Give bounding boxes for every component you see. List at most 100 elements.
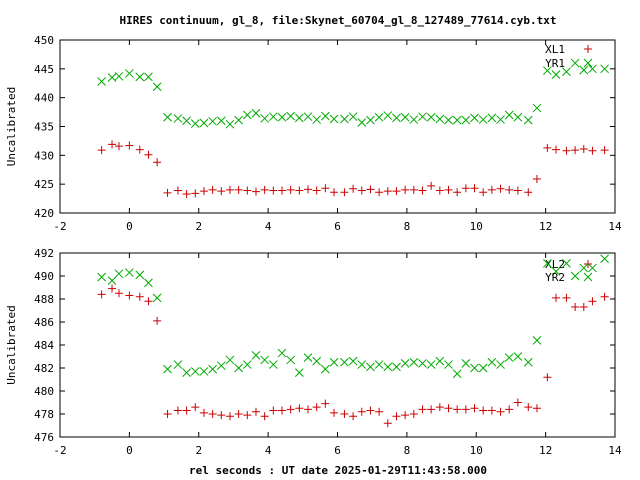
data-point-plus	[278, 406, 286, 415]
data-point-plus	[234, 185, 243, 194]
data-point-plus	[269, 186, 278, 195]
series-yr2	[97, 254, 609, 379]
data-point-plus	[144, 150, 153, 159]
data-point-cross	[400, 359, 410, 368]
data-point-cross	[357, 118, 367, 127]
y-tick-label: 484	[34, 339, 54, 352]
data-point-cross	[400, 112, 410, 122]
data-point-cross	[152, 82, 162, 92]
data-point-cross	[366, 362, 375, 372]
x-tick-label: 0	[126, 220, 133, 233]
data-point-plus	[366, 406, 375, 415]
data-point-cross	[312, 356, 322, 366]
data-point-cross	[97, 272, 106, 282]
data-point-cross	[374, 112, 384, 122]
data-point-plus	[401, 185, 410, 194]
data-point-plus	[243, 411, 252, 420]
data-point-cross	[579, 263, 589, 273]
data-point-plus	[479, 406, 488, 415]
data-point-plus	[251, 407, 260, 416]
data-point-plus	[505, 185, 514, 194]
data-point-cross	[513, 112, 523, 122]
legend-label: XL1	[545, 43, 565, 56]
data-point-cross	[374, 360, 384, 369]
data-point-cross	[303, 112, 313, 122]
data-point-plus	[217, 187, 226, 196]
data-point-plus	[191, 403, 200, 412]
data-point-plus	[243, 186, 252, 195]
data-point-plus	[453, 405, 462, 414]
data-point-cross	[340, 114, 349, 124]
data-point-cross	[97, 77, 106, 86]
data-point-plus	[588, 297, 597, 306]
data-point-plus	[600, 146, 609, 155]
x-tick-label: 14	[608, 444, 622, 457]
data-point-plus	[304, 405, 313, 414]
data-point-cross	[504, 353, 514, 363]
x-tick-label: 8	[404, 220, 411, 233]
series-xl2	[97, 284, 609, 428]
data-point-plus	[125, 291, 134, 300]
data-point-plus	[330, 408, 339, 417]
data-point-cross	[125, 69, 134, 78]
data-point-plus	[532, 174, 541, 183]
data-point-plus	[579, 144, 588, 153]
data-point-cross	[234, 363, 243, 373]
data-point-plus	[349, 412, 358, 421]
data-point-cross	[409, 115, 419, 124]
y-tick-label: 430	[34, 149, 54, 162]
data-point-plus	[401, 411, 410, 420]
data-point-plus	[543, 373, 552, 382]
data-point-plus	[135, 292, 144, 301]
data-point-plus	[571, 146, 580, 155]
data-point-cross	[543, 258, 552, 268]
data-point-cross	[114, 71, 124, 81]
x-tick-label: 12	[539, 444, 552, 457]
legend-label: YR2	[545, 271, 565, 284]
x-tick-label: 6	[334, 444, 341, 457]
data-point-cross	[600, 254, 609, 264]
data-point-cross	[268, 360, 278, 369]
data-point-cross	[225, 355, 235, 365]
data-point-plus	[163, 410, 172, 418]
data-point-cross	[216, 361, 226, 371]
data-point-cross	[588, 263, 597, 273]
data-point-plus	[453, 188, 462, 197]
data-point-cross	[452, 369, 462, 379]
data-point-plus	[427, 405, 436, 414]
data-point-plus	[552, 293, 561, 302]
data-point-cross	[190, 119, 200, 128]
data-point-plus	[125, 141, 134, 150]
data-point-cross	[294, 368, 304, 377]
data-point-plus	[524, 188, 533, 197]
y-axis-label: Uncalibrated	[5, 87, 18, 166]
data-point-plus	[312, 186, 321, 195]
data-point-plus	[321, 184, 330, 193]
data-point-plus	[225, 412, 234, 421]
data-point-cross	[570, 58, 580, 68]
data-point-plus	[562, 146, 571, 155]
data-point-plus	[588, 146, 597, 155]
data-point-cross	[444, 115, 453, 125]
y-axis-label: Uncalibrated	[5, 305, 18, 384]
data-point-cross	[418, 112, 427, 122]
data-point-cross	[392, 362, 401, 372]
data-point-plus	[418, 186, 427, 195]
x-tick-label: 2	[195, 220, 202, 233]
data-point-plus	[349, 184, 358, 193]
data-point-cross	[182, 368, 191, 377]
data-point-plus	[234, 410, 243, 418]
data-point-plus	[375, 407, 384, 416]
data-point-plus	[496, 184, 505, 193]
plot-frame	[59, 39, 616, 214]
data-point-cross	[173, 114, 183, 123]
data-point-plus	[340, 188, 349, 197]
data-point-cross	[392, 113, 401, 123]
data-point-plus	[295, 404, 304, 413]
chart-title: HIRES continuum, gl_8, file:Skynet_60704…	[119, 14, 556, 27]
data-point-cross	[478, 363, 488, 373]
data-point-plus	[357, 407, 366, 416]
data-point-plus	[278, 186, 286, 195]
data-point-plus	[409, 410, 418, 418]
